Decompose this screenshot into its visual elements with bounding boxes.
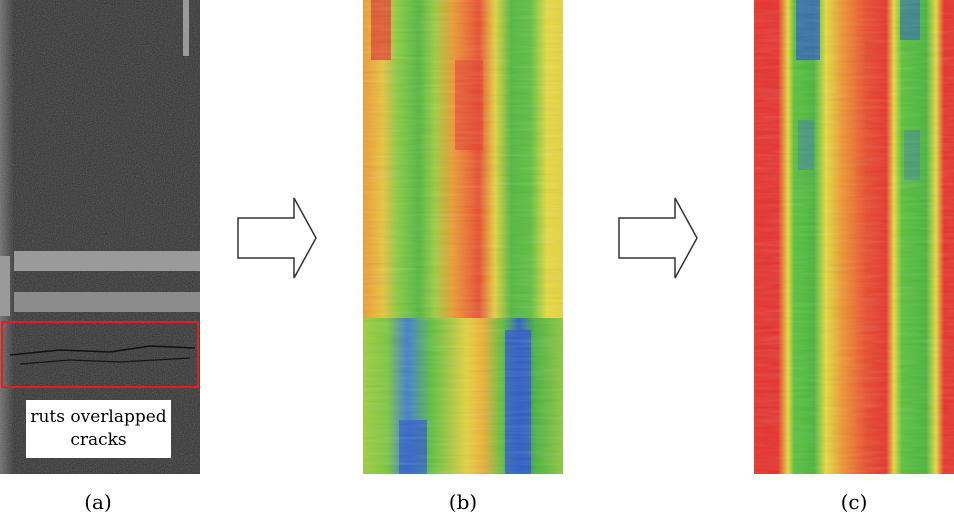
depth-heatmap bbox=[363, 0, 563, 474]
lane-marking bbox=[183, 0, 189, 56]
depth-heatmap-panel bbox=[363, 0, 563, 474]
annotation-line-2: cracks bbox=[70, 430, 127, 450]
crack-line-1 bbox=[9, 345, 196, 356]
crack-line-2 bbox=[19, 357, 191, 365]
right-arrow-icon bbox=[237, 197, 317, 279]
transverse-stripe-2 bbox=[14, 292, 200, 312]
processed-heatmap-panel bbox=[754, 0, 954, 474]
pavement-image bbox=[0, 0, 200, 474]
caption-c: (c) bbox=[840, 490, 868, 514]
processed-heatmap bbox=[754, 0, 954, 474]
annotation-label: ruts overlapped cracks bbox=[26, 400, 171, 458]
annotation-line-1: ruts overlapped bbox=[30, 407, 167, 427]
right-arrow-icon bbox=[618, 197, 698, 279]
caption-b: (b) bbox=[448, 490, 478, 514]
pavement-image-panel: ruts overlapped cracks bbox=[0, 0, 200, 474]
heatmap-texture bbox=[363, 0, 563, 474]
processed-heatmap-texture bbox=[754, 0, 954, 474]
pavement-texture bbox=[0, 0, 200, 474]
caption-a: (a) bbox=[84, 490, 112, 514]
edge-stripe bbox=[0, 256, 10, 316]
transverse-stripe-1 bbox=[14, 251, 200, 271]
crack-highlight-box bbox=[1, 321, 199, 388]
